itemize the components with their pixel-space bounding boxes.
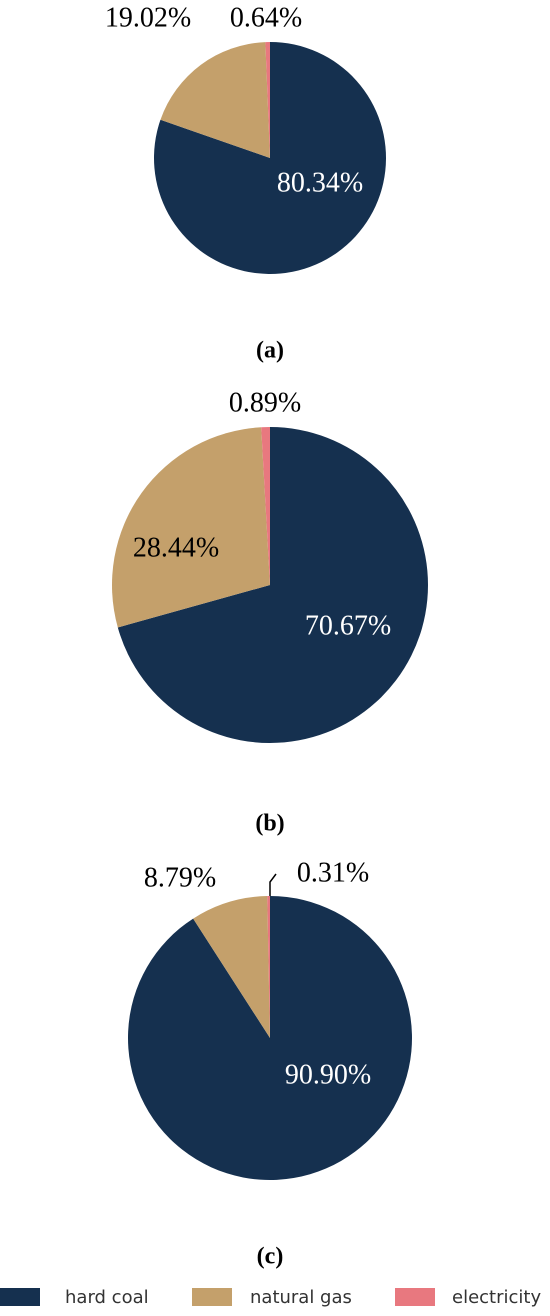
pie-slice	[111, 427, 270, 628]
pie-slice	[193, 896, 270, 1038]
legend-label: hard coal	[65, 1287, 149, 1308]
slice-label: 90.90%	[285, 1059, 371, 1090]
leader-line	[269, 873, 277, 896]
slice-label: 8.79%	[144, 862, 216, 893]
slice-label: 0.31%	[297, 857, 369, 888]
pie-slice	[127, 896, 412, 1180]
caption: (a)	[256, 338, 284, 364]
legend-swatch	[192, 1288, 232, 1306]
slice-label: 19.02%	[105, 2, 191, 33]
pie-slice	[265, 42, 270, 158]
pie-slice	[261, 427, 270, 585]
legend-label: natural gas	[250, 1287, 352, 1308]
slice-label: 0.64%	[230, 2, 302, 33]
legend-swatch	[0, 1288, 40, 1306]
slice-label: 0.89%	[229, 387, 301, 418]
legend-label: electricity	[452, 1287, 541, 1308]
caption: (b)	[255, 811, 284, 837]
slice-label: 70.67%	[305, 610, 391, 641]
slice-label: 80.34%	[277, 167, 363, 198]
slice-label: 28.44%	[133, 532, 219, 563]
pie-slice	[117, 427, 429, 744]
legend-swatch	[395, 1288, 435, 1306]
pie-slice	[267, 896, 270, 1038]
pie-slice	[160, 42, 270, 158]
caption: (c)	[257, 1244, 284, 1270]
